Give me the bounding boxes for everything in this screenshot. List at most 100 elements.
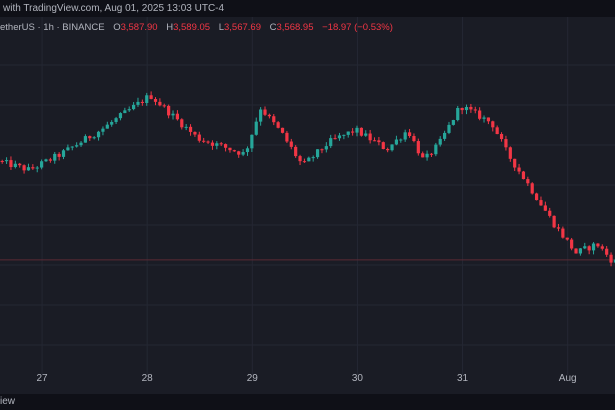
candle-down xyxy=(561,228,565,238)
candle-up xyxy=(591,243,596,251)
candle-down xyxy=(9,160,13,168)
candle-down xyxy=(534,193,539,201)
candle-up xyxy=(13,163,17,168)
candle-down xyxy=(574,248,578,254)
candle-down xyxy=(504,139,508,148)
candle-down xyxy=(605,248,609,255)
candle-up xyxy=(613,259,615,263)
candle-up xyxy=(241,152,245,155)
x-tick-label: 29 xyxy=(247,373,259,384)
candle-down xyxy=(193,131,197,135)
candle-down xyxy=(372,140,377,142)
low-value: 3,567.69 xyxy=(224,22,261,33)
candle-up xyxy=(342,134,346,136)
source-text: with TradingView.com, Aug 01, 2025 13:03… xyxy=(3,3,225,14)
candle-up xyxy=(4,160,9,162)
candle-down xyxy=(140,101,144,103)
candle-up xyxy=(61,150,66,157)
candle-down xyxy=(18,163,22,166)
candle-down xyxy=(517,167,521,172)
candle-down xyxy=(280,127,285,133)
candle-down xyxy=(600,246,604,249)
candle-down xyxy=(228,147,232,151)
candle-up xyxy=(184,126,188,128)
candle-up xyxy=(75,145,79,147)
candle-down xyxy=(237,151,241,155)
candle-down xyxy=(469,106,473,110)
candle-up xyxy=(451,120,455,125)
candle-down xyxy=(386,149,390,151)
candle-down xyxy=(206,141,210,143)
candle-up xyxy=(245,148,250,153)
candle-down xyxy=(543,205,547,211)
candle-down xyxy=(570,239,574,249)
candle-down xyxy=(526,179,530,184)
footer-strip: iew xyxy=(0,394,615,410)
candle-up xyxy=(456,108,460,121)
ohlc-legend: etherUS · 1h · BINANCE O3,587.90 H3,589.… xyxy=(0,22,393,36)
watermark-header: with TradingView.com, Aug 01, 2025 13:03… xyxy=(0,0,615,17)
candle-up xyxy=(127,109,131,111)
candle-down xyxy=(219,143,223,145)
candle-down xyxy=(587,246,591,251)
candle-down xyxy=(609,254,613,263)
candle-up xyxy=(26,167,31,171)
candle-down xyxy=(0,161,4,163)
candle-down xyxy=(412,136,416,142)
candle-up xyxy=(118,113,123,119)
candle-down xyxy=(421,153,425,158)
candle-up xyxy=(40,161,44,168)
candle-down xyxy=(548,210,552,216)
open-value: 3,587.90 xyxy=(120,22,158,33)
candle-down xyxy=(521,171,526,180)
candle-down xyxy=(407,132,412,137)
candle-down xyxy=(351,131,355,133)
candle-down xyxy=(263,109,267,115)
candle-down xyxy=(368,133,372,141)
candle-down xyxy=(31,167,35,169)
candle-up xyxy=(355,127,359,133)
candle-down xyxy=(294,146,298,157)
candle-down xyxy=(473,109,477,111)
candle-down xyxy=(513,158,517,168)
time-axis: 27 28 29 30 31 Aug xyxy=(36,373,576,384)
candle-down xyxy=(272,116,276,123)
candle-down xyxy=(175,113,180,120)
candle-down xyxy=(508,147,512,159)
candle-up xyxy=(171,113,175,116)
footer-text: iew xyxy=(0,396,16,407)
candle-down xyxy=(153,98,158,102)
candle-up xyxy=(254,121,258,135)
candle-down xyxy=(556,227,561,229)
candle-down xyxy=(149,95,153,99)
x-tick-label: 28 xyxy=(142,373,154,384)
candle-down xyxy=(460,108,464,111)
x-tick-label: 27 xyxy=(36,373,48,384)
candle-down xyxy=(499,134,504,140)
candle-down xyxy=(88,136,92,139)
candle-down xyxy=(158,101,162,106)
candle-down xyxy=(180,119,184,128)
candle-up xyxy=(346,131,350,135)
candle-up xyxy=(443,132,447,139)
candle-up xyxy=(136,101,140,105)
candle-up xyxy=(114,118,118,122)
candle-up xyxy=(337,135,342,139)
candle-up xyxy=(447,124,451,133)
candle-up xyxy=(578,248,582,254)
candle-down xyxy=(267,114,271,117)
candle-up xyxy=(53,153,57,161)
candle-up xyxy=(250,134,254,149)
candle-down xyxy=(495,127,499,135)
candle-down xyxy=(302,161,307,163)
candle-down xyxy=(530,183,534,194)
candle-up xyxy=(96,131,101,138)
candle-up xyxy=(425,153,429,158)
candle-down xyxy=(210,142,215,146)
candle-up xyxy=(83,136,88,143)
x-tick-label: 31 xyxy=(457,373,469,384)
candle-down xyxy=(232,150,236,152)
candle-down xyxy=(22,165,26,171)
candle-down xyxy=(416,141,420,154)
